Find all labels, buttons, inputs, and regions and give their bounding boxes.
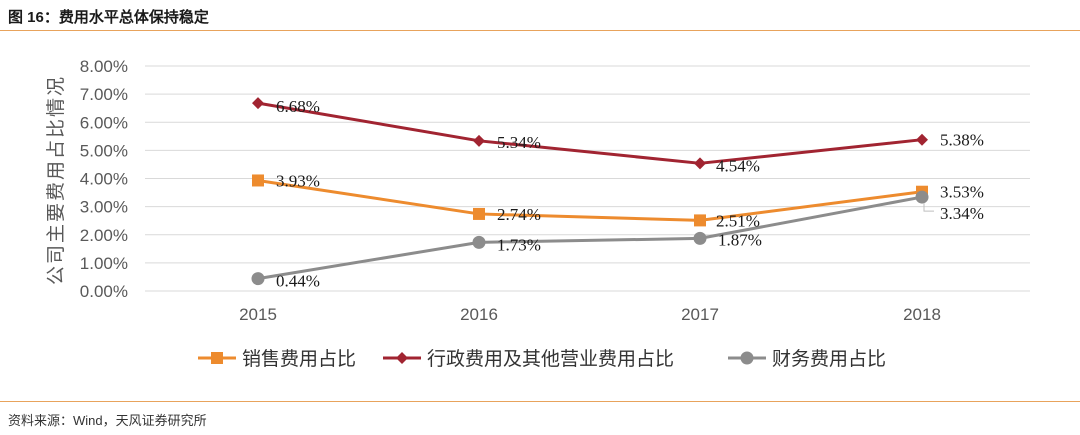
y-tick-label: 4.00% xyxy=(80,170,128,189)
data-point xyxy=(473,134,485,147)
y-axis-label: 公司主要费用占比情况 xyxy=(45,75,67,285)
chart-series xyxy=(251,97,929,286)
y-tick-label: 6.00% xyxy=(80,113,128,132)
data-label: 1.87% xyxy=(718,230,762,249)
top-divider xyxy=(0,30,1080,31)
legend-item: 财务费用占比 xyxy=(728,348,886,370)
chart: 0.00% 1.00% 2.00% 3.00% 4.00% 5.00% 6.00% 7.00%… xyxy=(45,57,1030,370)
data-point xyxy=(916,133,928,146)
x-tick-label: 2015 xyxy=(239,305,277,324)
legend: 销售费用占比 行政费用及其他营业费用占比 财务费用占比 xyxy=(198,348,886,370)
bottom-divider xyxy=(0,401,1080,402)
data-point xyxy=(473,207,485,220)
chart-gridlines xyxy=(145,65,1030,292)
y-tick-label: 5.00% xyxy=(80,141,128,160)
y-tick-label: 2.00% xyxy=(80,226,128,245)
x-axis-ticks: 2015 2016 2017 2018 xyxy=(239,305,941,324)
data-label: 6.68% xyxy=(276,97,320,116)
data-label: 0.44% xyxy=(276,272,320,291)
data-point xyxy=(694,157,706,170)
series-line xyxy=(257,178,923,222)
y-tick-label: 1.00% xyxy=(80,254,128,273)
y-tick-label: 7.00% xyxy=(80,85,128,104)
y-tick-label: 3.00% xyxy=(80,198,128,217)
data-label: 2.74% xyxy=(497,205,541,224)
data-label: 2.51% xyxy=(716,211,760,230)
series-line xyxy=(257,101,923,165)
legend-label: 行政费用及其他营业费用占比 xyxy=(427,348,674,370)
data-point xyxy=(472,235,486,249)
series-2 xyxy=(251,190,929,286)
data-label: 5.34% xyxy=(497,133,541,152)
data-label: 1.73% xyxy=(497,235,541,254)
legend-label: 销售费用占比 xyxy=(242,348,356,370)
legend-item: 行政费用及其他营业费用占比 xyxy=(383,348,674,370)
y-axis-ticks: 0.00% 1.00% 2.00% 3.00% 4.00% 5.00% 6.00% 7.00%… xyxy=(80,57,128,301)
legend-marker xyxy=(740,351,754,365)
data-point xyxy=(252,97,264,110)
legend-label: 财务费用占比 xyxy=(772,348,886,370)
data-label: 4.54% xyxy=(716,156,760,175)
x-tick-label: 2016 xyxy=(460,305,498,324)
leader-line xyxy=(923,203,934,212)
legend-marker xyxy=(211,352,223,364)
data-label: 5.38% xyxy=(940,131,984,150)
data-label: 3.34% xyxy=(940,204,984,223)
data-label: 3.93% xyxy=(276,171,320,190)
data-point xyxy=(915,190,929,204)
source-note: 资料来源：Wind，天风证券研究所 xyxy=(8,413,207,428)
data-label: 3.53% xyxy=(940,183,984,202)
legend-marker xyxy=(396,352,408,364)
series-line xyxy=(257,195,923,281)
series-0 xyxy=(252,174,928,227)
data-point xyxy=(251,272,265,286)
y-tick-label: 8.00% xyxy=(80,57,128,76)
series-1 xyxy=(252,97,928,170)
data-point xyxy=(693,231,707,245)
x-tick-label: 2017 xyxy=(681,305,719,324)
x-tick-label: 2018 xyxy=(903,305,941,324)
figure-title: 图 16：费用水平总体保持稳定 xyxy=(8,9,209,26)
y-tick-label: 0.00% xyxy=(80,282,128,301)
data-point xyxy=(252,174,264,187)
data-labels: 3.93% 2.74% 2.51% 3.53% 6.68% 5.34% 4.54% 5.38%… xyxy=(276,97,984,291)
data-point xyxy=(694,214,706,227)
legend-item: 销售费用占比 xyxy=(198,348,356,370)
